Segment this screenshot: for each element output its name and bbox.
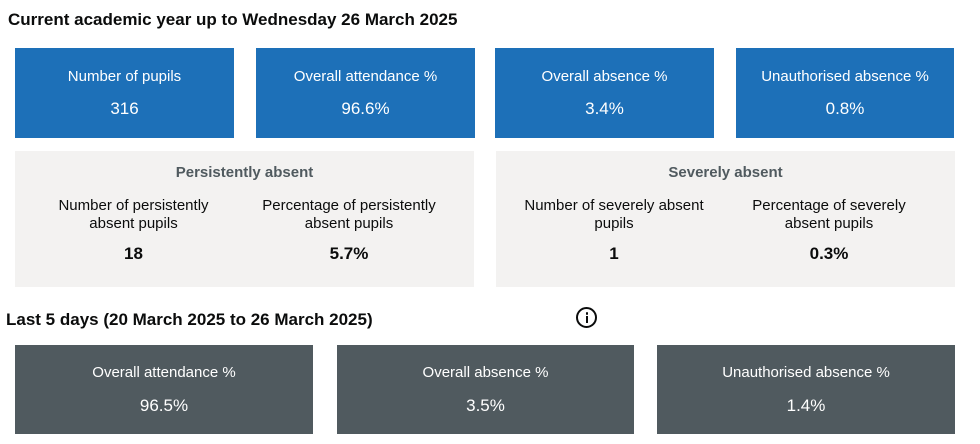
item-label-line1: Percentage of persistently	[262, 197, 436, 214]
tile-value: 1.4%	[786, 396, 826, 415]
info-icon-dot	[585, 312, 588, 315]
last5-tile-unauthorised-absence: Unauthorised absence % 1.4%	[657, 345, 955, 434]
tile-value: 3.5%	[466, 396, 505, 415]
last-5-days-heading: Last 5 days (20 March 2025 to 26 March 2…	[6, 310, 373, 329]
tile-value: 96.6%	[341, 99, 390, 118]
last5-tile-overall-absence: Overall absence % 3.5%	[337, 345, 634, 434]
item-label-line2: absent pupils	[89, 215, 178, 232]
tile-label: Unauthorised absence %	[761, 68, 929, 85]
tile-label: Number of pupils	[67, 68, 182, 85]
panel-title: Severely absent	[668, 164, 783, 181]
last5-tile-overall-attendance: Overall attendance % 96.5%	[15, 345, 313, 434]
tile-number-of-pupils: Number of pupils 316	[15, 48, 234, 138]
severely-absent-panel: Severely absent Number of severely absen…	[496, 151, 955, 287]
tile-label: Unauthorised absence %	[722, 364, 890, 381]
item-label-line1: Number of severely absent	[524, 197, 704, 214]
tile-unauthorised-absence: Unauthorised absence % 0.8%	[736, 48, 954, 138]
item-label-line1: Number of persistently	[58, 197, 209, 214]
item-label-line2: absent pupils	[784, 215, 874, 232]
persistently-absent-panel: Persistently absent Number of persistent…	[15, 151, 474, 287]
persistently-absent-count: Number of persistently absent pupils 18	[35, 197, 232, 263]
severely-absent-percentage: Percentage of severely absent pupils 0.3…	[738, 197, 920, 263]
tile-label: Overall attendance %	[293, 68, 438, 85]
tile-overall-attendance: Overall attendance % 96.6%	[256, 48, 475, 138]
tile-value: 96.5%	[139, 396, 189, 415]
panel-title: Persistently absent	[175, 164, 314, 181]
tile-label: Overall attendance %	[92, 364, 236, 381]
tile-value: 3.4%	[585, 99, 624, 118]
item-value: 0.3%	[809, 244, 849, 263]
item-label-line2: pupils	[594, 215, 634, 232]
tile-label: Overall absence %	[541, 68, 668, 85]
item-value: 1	[609, 244, 619, 263]
tile-value: 316	[110, 99, 139, 118]
item-value: 5.7%	[329, 244, 369, 263]
item-label-line1: Percentage of severely	[752, 197, 906, 214]
current-year-heading: Current academic year up to Wednesday 26…	[8, 10, 458, 29]
severely-absent-count: Number of severely absent pupils 1	[510, 197, 718, 263]
item-label-line2: absent pupils	[304, 215, 394, 232]
info-icon-bar	[585, 316, 588, 323]
info-icon[interactable]	[576, 307, 597, 328]
persistently-absent-percentage: Percentage of persistently absent pupils…	[251, 197, 447, 263]
tile-label: Overall absence %	[422, 364, 549, 381]
item-value: 18	[124, 244, 143, 263]
tile-value: 0.8%	[825, 99, 865, 118]
tile-overall-absence: Overall absence % 3.4%	[495, 48, 714, 138]
